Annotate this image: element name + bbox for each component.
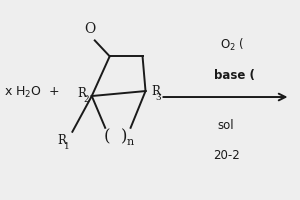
Text: R: R xyxy=(77,87,86,100)
Text: 1: 1 xyxy=(64,142,70,151)
Text: 3: 3 xyxy=(155,93,161,102)
Text: R: R xyxy=(58,134,66,147)
Text: (: ( xyxy=(103,128,110,145)
Text: O: O xyxy=(85,22,96,36)
Text: ): ) xyxy=(122,128,128,145)
Text: n: n xyxy=(127,137,134,147)
Text: O$_2$ (: O$_2$ ( xyxy=(220,37,244,53)
Text: sol: sol xyxy=(217,119,234,132)
Text: R: R xyxy=(152,85,160,98)
Text: 2: 2 xyxy=(83,95,88,104)
Text: 20-2: 20-2 xyxy=(213,149,239,162)
Text: base (: base ( xyxy=(214,69,255,82)
Text: x H$_2$O  +: x H$_2$O + xyxy=(4,85,59,100)
